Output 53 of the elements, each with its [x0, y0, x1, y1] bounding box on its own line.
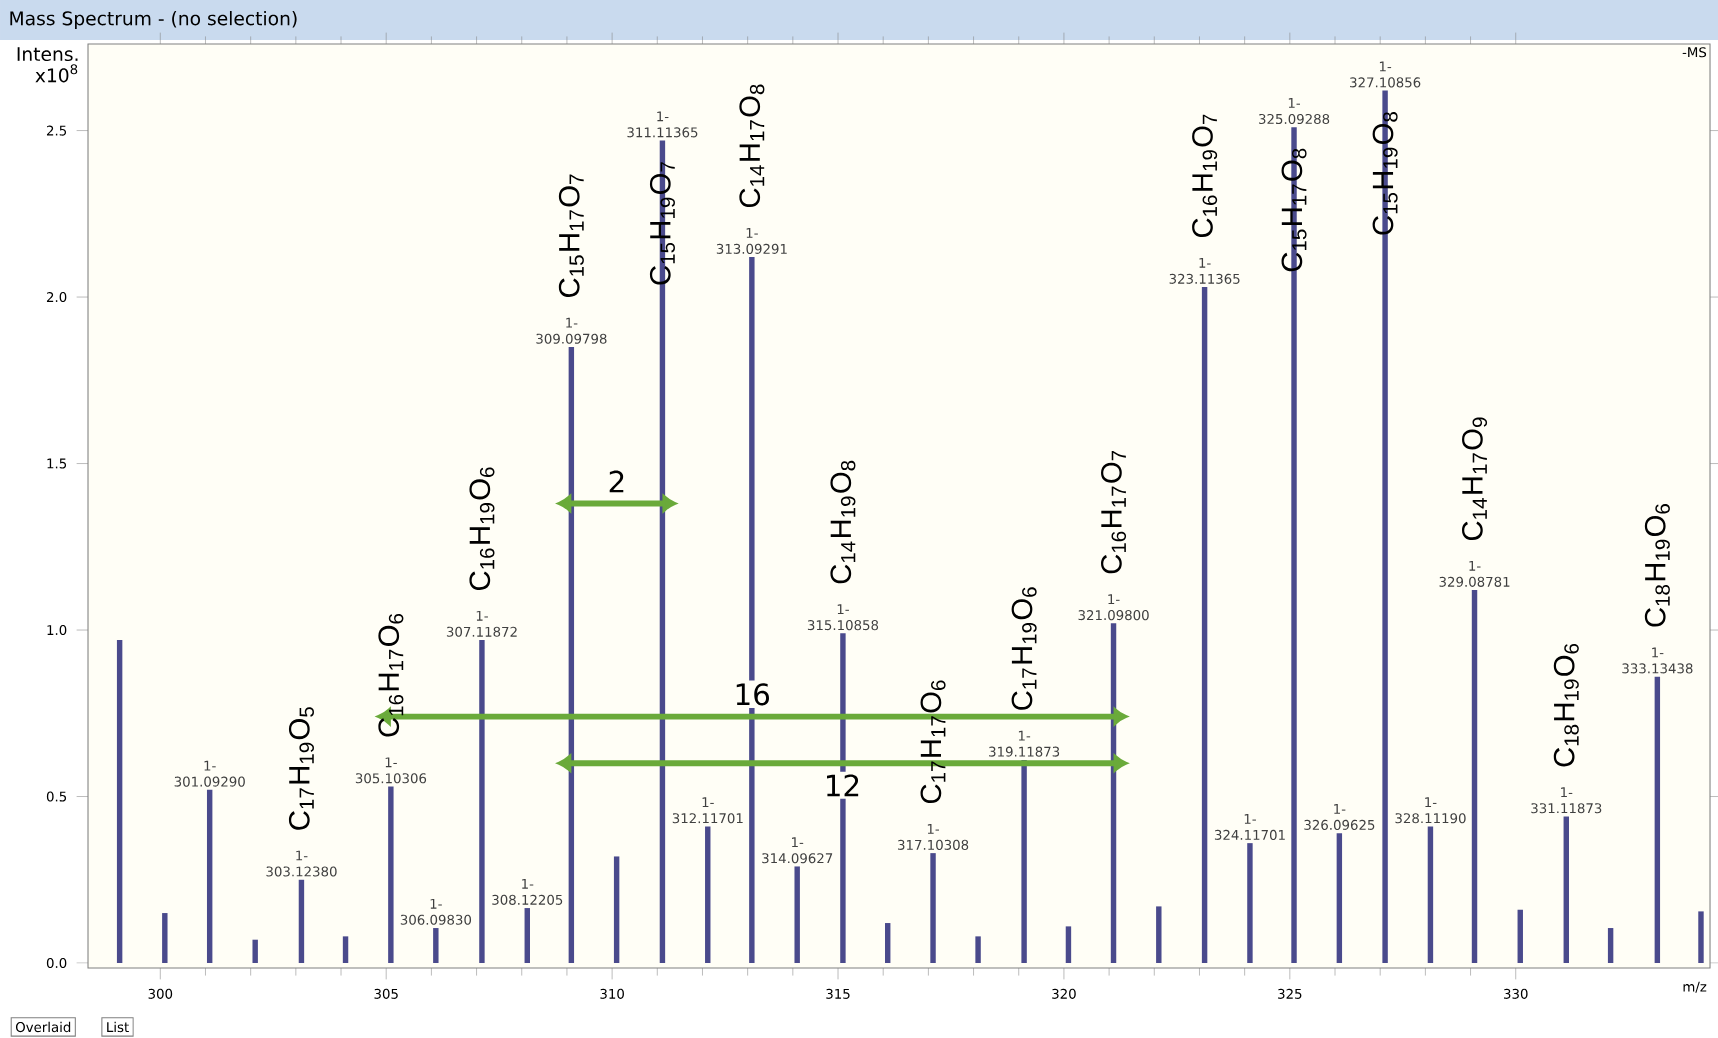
bar: [388, 786, 394, 963]
bar: [1156, 906, 1162, 963]
y-axis-title: Intens. x10$^{8}$: [17, 47, 78, 83]
bar: [1427, 826, 1434, 963]
annotation: C$_{17}$H$_{19}$O$_{6}$: [1011, 587, 1037, 710]
point: [557, 495, 572, 512]
annotation: C$_{15}$H$_{19}$O$_{7}$: [649, 162, 675, 285]
bar: [975, 936, 981, 963]
series-label: 16: [736, 683, 769, 706]
bar: [1563, 816, 1569, 963]
series-label: 2: [609, 470, 624, 493]
bar: [524, 908, 530, 963]
bar: [162, 913, 168, 963]
bar: [1471, 590, 1478, 963]
annotation: C$_{18}$H$_{19}$O$_{6}$: [1644, 504, 1670, 627]
bar: [206, 789, 213, 963]
bar: [613, 856, 620, 963]
bar: [479, 640, 485, 963]
bar: [885, 923, 891, 963]
annotation: C$_{15}$H$_{17}$O$_{7}$: [558, 174, 584, 297]
annotation: C$_{17}$H$_{19}$O$_{5}$: [288, 707, 314, 830]
bar: [116, 640, 123, 963]
bar: [930, 853, 936, 963]
bar: [1517, 909, 1523, 963]
annotation: C$_{14}$H$_{19}$O$_{8}$: [830, 460, 856, 584]
annotation: C$_{14}$H$_{17}$O$_{9}$: [1462, 417, 1488, 541]
point: [1113, 708, 1128, 725]
bar: [1247, 843, 1253, 963]
bar: [433, 928, 439, 963]
annotation: C$_{15}$H$_{17}$O$_{8}$: [1281, 148, 1307, 272]
point: [557, 754, 572, 772]
bar: [794, 866, 800, 963]
bar: [1201, 287, 1208, 963]
chart-title: Mass Spectrum - (no selection): [10, 10, 297, 30]
bar: [1607, 928, 1614, 963]
annotation: C$_{16}$H$_{17}$O$_{6}$: [378, 613, 404, 737]
annotation: C$_{16}$H$_{19}$O$_{6}$: [469, 467, 495, 590]
bar: [1065, 926, 1072, 963]
series-label: 12: [827, 774, 859, 797]
annotation: C$_{16}$H$_{17}$O$_{7}$: [1101, 450, 1127, 574]
bar: [252, 939, 258, 963]
bar: [1336, 833, 1343, 963]
annotation: C$_{16}$H$_{19}$O$_{7}$: [1192, 114, 1218, 238]
annotation: C$_{17}$H$_{17}$O$_{6}$: [920, 680, 946, 804]
point: [1113, 754, 1128, 772]
bar: [705, 826, 711, 963]
annotation: C$_{15}$H$_{19}$O$_{8}$: [1372, 112, 1398, 235]
annotation: C$_{14}$H$_{17}$O$_{8}$: [739, 84, 765, 208]
bar: [298, 879, 305, 963]
bar: [342, 936, 349, 963]
bar: [1654, 676, 1661, 963]
bar: [1698, 911, 1704, 963]
annotation: C$_{18}$H$_{19}$O$_{6}$: [1553, 643, 1579, 767]
